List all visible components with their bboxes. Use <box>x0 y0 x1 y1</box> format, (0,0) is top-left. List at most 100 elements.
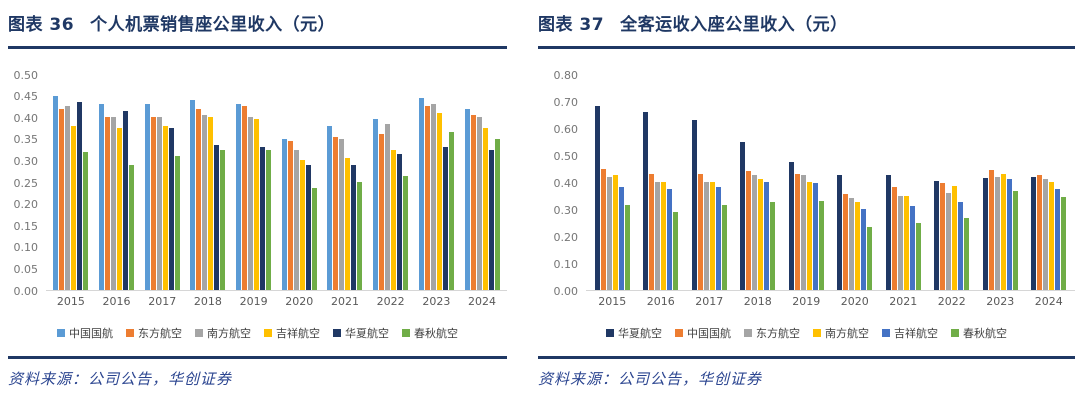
legend-swatch-icon <box>606 329 614 337</box>
bar-东方航空-2017 <box>150 117 156 290</box>
y-axis-tick-label: 0.45 <box>13 90 39 104</box>
y-axis-tick-label: 0.25 <box>13 176 39 190</box>
bar-春秋航空-2020 <box>867 226 873 290</box>
bar-东方航空-2023 <box>424 106 430 290</box>
bar-春秋航空-2019 <box>266 149 272 290</box>
x-axis-tick-label: 2022 <box>376 295 405 308</box>
legend-swatch-icon <box>675 329 683 337</box>
bar-春秋航空-2021 <box>915 222 921 290</box>
bar-华夏航空-2016 <box>123 110 129 290</box>
x-axis-tick-label: 2019 <box>792 295 821 308</box>
bar-吉祥航空-2019 <box>812 183 818 290</box>
x-axis-tick-label: 2017 <box>148 295 177 308</box>
title-divider-line <box>538 46 1075 49</box>
figure-title-text: 个人机票销售座公里收入（元） <box>90 15 336 35</box>
bar-group-2024 <box>464 108 500 290</box>
legend-item-华夏航空: 华夏航空 <box>333 325 389 341</box>
bar-group-2017 <box>691 119 727 290</box>
bar-中国国航-2018 <box>190 99 196 290</box>
figure-37-panel: 图表 37 全客运收入座公里收入（元） 0.00 0.10 0.20 0.30 0.40 0… <box>538 10 1075 389</box>
bar-南方航空-2022 <box>385 123 391 290</box>
bar-中国国航-2020 <box>843 194 849 290</box>
figure-36-panel: 图表 36 个人机票销售座公里收入（元） 0.00 0.05 0.10 0.15 0.20… <box>8 10 507 389</box>
bar-中国国航-2024 <box>464 108 470 290</box>
bar-南方航空-2015 <box>65 106 71 290</box>
bar-春秋航空-2018 <box>220 149 226 290</box>
bar-华夏航空-2023 <box>982 177 988 290</box>
bar-华夏航空-2018 <box>214 145 220 290</box>
legend-swatch-icon <box>951 329 959 337</box>
y-axis-tick-label: 0.20 <box>13 198 39 212</box>
bar-group-2015 <box>53 95 89 290</box>
x-axis-tick-label: 2018 <box>743 295 772 308</box>
bar-华夏航空-2017 <box>691 119 697 290</box>
bar-华夏航空-2021 <box>351 164 357 290</box>
source-text: 资料来源：公司公告，华创证券 <box>8 370 233 388</box>
bar-南方航空-2020 <box>293 149 299 290</box>
bar-group-2024 <box>1031 175 1067 290</box>
legend-swatch-icon <box>333 329 341 337</box>
bar-东方航空-2019 <box>800 175 806 290</box>
x-axis-tick-label: 2021 <box>889 295 918 308</box>
x-axis-tick-label: 2024 <box>1034 295 1063 308</box>
x-axis-tick-label: 2024 <box>468 295 497 308</box>
y-axis-tick-label: 0.50 <box>13 68 39 82</box>
y-axis-tick-label: 0.10 <box>553 257 579 271</box>
bar-春秋航空-2020 <box>311 188 317 290</box>
bar-吉祥航空-2021 <box>345 158 351 290</box>
bar-东方航空-2024 <box>1043 179 1049 290</box>
bar-东方航空-2018 <box>752 175 758 290</box>
figure-37-title: 图表 37 全客运收入座公里收入（元） <box>538 10 1075 35</box>
bar-春秋航空-2023 <box>448 132 454 290</box>
x-axis-tick-label: 2023 <box>986 295 1015 308</box>
legend-label: 吉祥航空 <box>894 327 938 340</box>
bar-中国国航-2017 <box>144 104 150 290</box>
bar-chart-37: 0.00 0.10 0.20 0.30 0.40 0.50 0.60 0.70 0.80 201… <box>538 69 1075 308</box>
y-axis-tick-label: 0.00 <box>13 284 39 298</box>
bar-中国国航-2024 <box>1037 175 1043 290</box>
x-axis-tick-label: 2023 <box>422 295 451 308</box>
chart-legend: 中国国航 东方航空 南方航空 吉祥航空 华夏航空 春秋航空 <box>8 325 507 341</box>
bar-中国国航-2020 <box>281 138 287 290</box>
bar-南方航空-2024 <box>476 117 482 290</box>
legend-swatch-icon <box>402 329 410 337</box>
figure-36-title: 图表 36 个人机票销售座公里收入（元） <box>8 10 507 35</box>
y-axis-tick-label: 0.80 <box>553 68 579 82</box>
bar-中国国航-2019 <box>236 104 242 290</box>
legend-item-南方航空: 南方航空 <box>813 325 869 341</box>
bar-group-2019 <box>788 161 824 290</box>
bar-中国国航-2023 <box>418 97 424 290</box>
bar-春秋航空-2019 <box>818 200 824 290</box>
legend-label: 春秋航空 <box>414 327 458 340</box>
bar-吉祥航空-2023 <box>1006 179 1012 290</box>
bar-南方航空-2021 <box>903 195 909 290</box>
plot-area <box>586 75 1075 291</box>
bar-华夏航空-2019 <box>260 147 266 290</box>
y-axis-tick-label: 0.40 <box>553 176 579 190</box>
bar-南方航空-2022 <box>952 186 958 290</box>
bar-春秋航空-2015 <box>83 151 89 290</box>
bar-华夏航空-2022 <box>397 153 403 290</box>
bar-group-2022 <box>373 119 409 290</box>
x-axis-tick-label: 2022 <box>937 295 966 308</box>
x-axis-tick-label: 2016 <box>102 295 131 308</box>
bar-group-2023 <box>418 97 454 290</box>
bar-春秋航空-2021 <box>357 182 363 290</box>
x-axis-tick-label: 2017 <box>695 295 724 308</box>
bar-group-2018 <box>740 141 776 290</box>
bar-春秋航空-2015 <box>624 204 630 290</box>
bar-吉祥航空-2017 <box>162 125 168 290</box>
x-axis: 2015 2016 2017 2018 2019 2020 2021 2022 2023 2024 <box>46 295 507 308</box>
bar-华夏航空-2017 <box>168 128 174 290</box>
x-axis-tick-label: 2015 <box>598 295 627 308</box>
legend-item-东方航空: 东方航空 <box>744 325 800 341</box>
x-axis-tick-label: 2021 <box>330 295 359 308</box>
legend-label: 春秋航空 <box>963 327 1007 340</box>
legend-item-南方航空: 南方航空 <box>195 325 251 341</box>
bar-东方航空-2024 <box>470 115 476 290</box>
bar-中国国航-2021 <box>327 125 333 290</box>
plot-area <box>46 75 507 291</box>
bar-group-2016 <box>643 111 679 290</box>
bar-华夏航空-2016 <box>643 111 649 290</box>
bar-春秋航空-2017 <box>721 204 727 290</box>
